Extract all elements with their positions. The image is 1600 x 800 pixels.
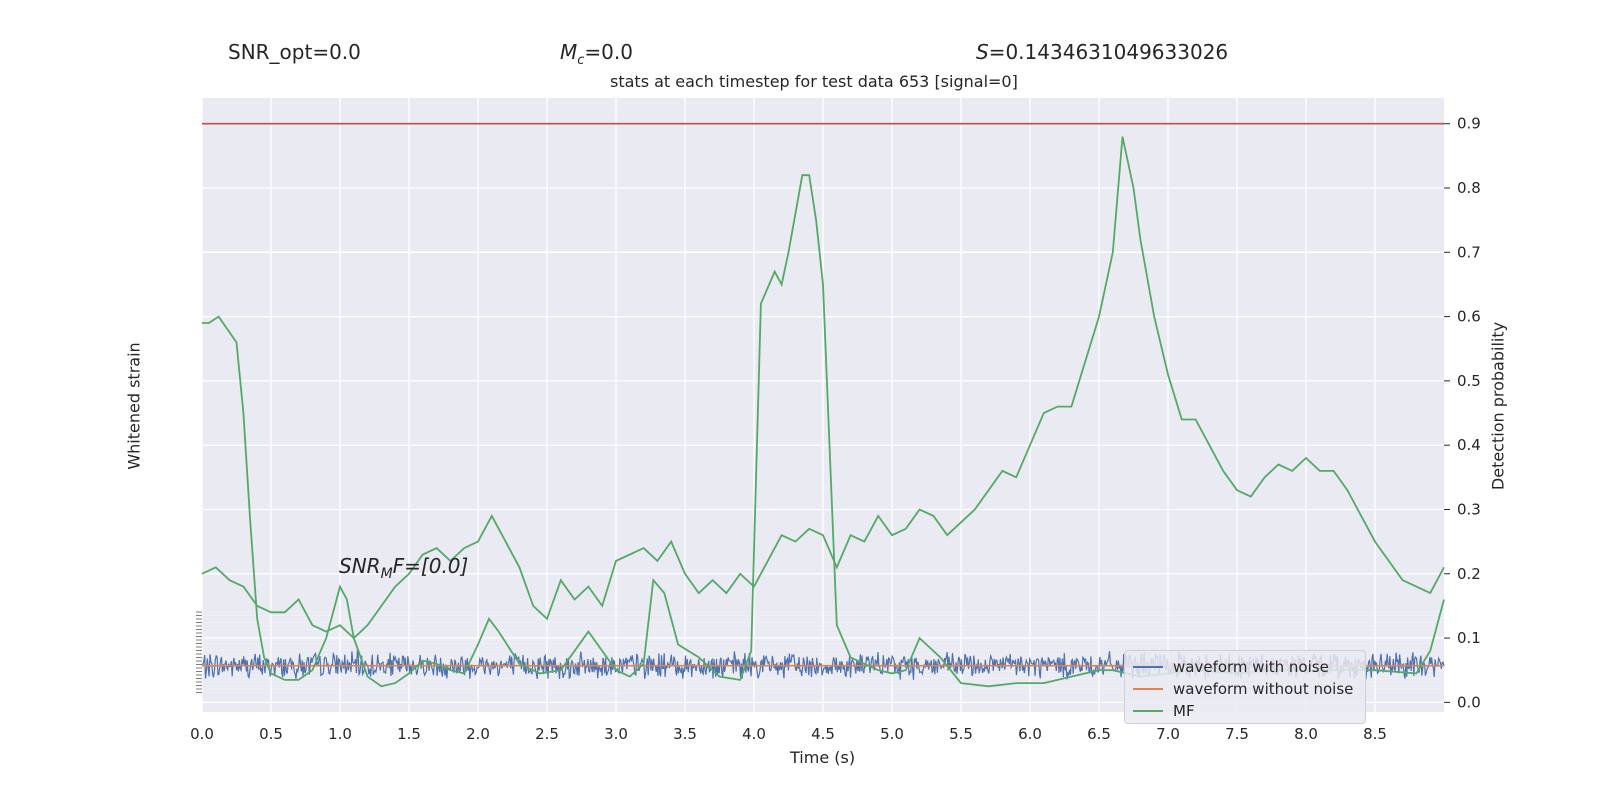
- x-tick-label-9: 4.5: [811, 725, 835, 743]
- y-axis-right-label: Detection probability: [1488, 321, 1508, 491]
- legend-label-mf: MF: [1173, 702, 1195, 720]
- x-tick-label-14: 7.0: [1156, 725, 1180, 743]
- y-tick-label-0: 0.0: [1457, 693, 1481, 711]
- snr-mf-sub: M: [380, 566, 393, 582]
- legend-item-mf: MF: [1133, 701, 1195, 721]
- y-tick-label-3: 0.3: [1457, 500, 1481, 518]
- y-tick-label-1: 0.1: [1457, 629, 1481, 647]
- y-tick-label-8: 0.8: [1457, 179, 1481, 197]
- mc-subscript: c: [577, 53, 585, 68]
- legend-item-clean: waveform without noise: [1133, 679, 1353, 699]
- legend-item-noise: waveform with noise: [1133, 657, 1329, 677]
- x-tick-label-1: 0.5: [259, 725, 283, 743]
- x-tick-label-11: 5.5: [949, 725, 973, 743]
- y-tick-label-6: 0.6: [1457, 308, 1481, 326]
- y-axis-left-label: Whitened strain: [124, 342, 144, 470]
- snr-opt-label: SNR_opt=0.0: [228, 40, 361, 64]
- x-axis-label: Time (s): [790, 748, 856, 767]
- x-tick-label-17: 8.5: [1363, 725, 1387, 743]
- y-tick-label-2: 0.2: [1457, 565, 1481, 583]
- y-tick-label-7: 0.7: [1457, 243, 1481, 261]
- legend-label-clean: waveform without noise: [1173, 680, 1354, 698]
- x-tick-label-10: 5.0: [880, 725, 904, 743]
- s-value: =0.1434631049633026: [988, 40, 1229, 64]
- series-mf: [202, 174, 1445, 688]
- legend-label-noise: waveform with noise: [1173, 658, 1329, 676]
- legend-swatch-mf: [1133, 710, 1163, 712]
- legend-swatch-clean: [1133, 688, 1163, 690]
- legend: waveform with noise waveform without noi…: [1124, 650, 1366, 724]
- x-tick-label-8: 4.0: [742, 725, 766, 743]
- snr-mf-rest: F=[0.0]: [392, 554, 469, 578]
- x-tick-label-12: 6.0: [1018, 725, 1042, 743]
- y-tick-label-5: 0.5: [1457, 372, 1481, 390]
- x-tick-label-2: 1.0: [328, 725, 352, 743]
- x-tick-label-0: 0.0: [190, 725, 214, 743]
- x-tick-label-5: 2.5: [535, 725, 559, 743]
- y-tick-label-9: 0.9: [1457, 115, 1481, 133]
- snr-mf-annotation: SNRMF=[0.0]: [339, 554, 468, 582]
- mc-symbol: M: [560, 40, 578, 64]
- stat-label: S=0.1434631049633026: [976, 40, 1228, 64]
- x-tick-label-13: 6.5: [1087, 725, 1111, 743]
- x-tick-label-6: 3.0: [604, 725, 628, 743]
- chart-title: stats at each timestep for test data 653…: [610, 72, 1018, 91]
- x-tick-label-4: 2.0: [466, 725, 490, 743]
- legend-swatch-noise: [1133, 666, 1163, 668]
- y-tick-label-4: 0.4: [1457, 436, 1481, 454]
- snr-mf-prefix: SNR: [339, 554, 381, 578]
- series-detection-probability: [201, 136, 1445, 640]
- chirp-mass-label: Mc=0.0: [560, 40, 633, 68]
- x-tick-label-7: 3.5: [673, 725, 697, 743]
- x-tick-label-15: 7.5: [1225, 725, 1249, 743]
- x-tick-label-3: 1.5: [397, 725, 421, 743]
- mc-value: =0.0: [584, 40, 633, 64]
- x-tick-label-16: 8.0: [1294, 725, 1318, 743]
- s-symbol: S: [976, 40, 989, 64]
